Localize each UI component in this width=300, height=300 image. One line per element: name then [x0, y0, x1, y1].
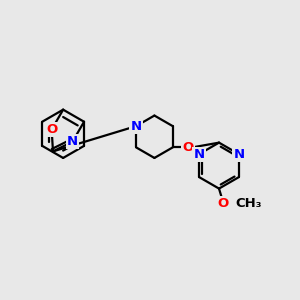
Text: N: N [233, 148, 244, 160]
Text: O: O [217, 197, 228, 210]
Text: N: N [130, 120, 142, 133]
Text: O: O [46, 123, 57, 136]
Text: N: N [194, 148, 205, 160]
Text: O: O [182, 141, 194, 154]
Text: CH₃: CH₃ [235, 197, 261, 210]
Text: N: N [67, 135, 78, 148]
